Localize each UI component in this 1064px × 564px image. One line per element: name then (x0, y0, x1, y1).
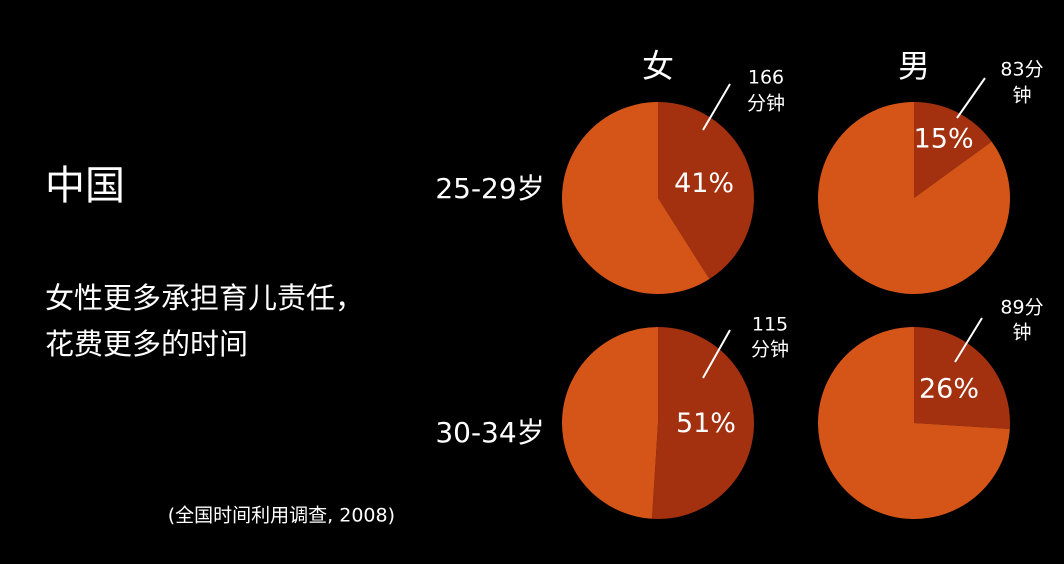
row-label: 25-29岁 (435, 172, 544, 205)
annotation-leader (702, 83, 731, 131)
row-label: 30-34岁 (435, 416, 544, 449)
column-header: 女 (642, 47, 674, 85)
annotation-leader (956, 77, 986, 119)
pie-slice (817, 327, 1010, 519)
value-label: 51% (676, 408, 736, 439)
source-note: (全国时间利用调查, 2008) (168, 505, 395, 527)
pie-slice (818, 102, 1010, 295)
annotation: 89分 (1000, 297, 1043, 319)
pie-slice (561, 327, 658, 519)
annotation: 钟 (1012, 85, 1031, 107)
annotation: 分钟 (751, 339, 789, 361)
value-label: 15% (914, 123, 974, 154)
pie-slice (562, 102, 710, 294)
annotation: 分钟 (747, 93, 785, 115)
slide-title: 中国 (45, 163, 125, 209)
body-text: 花费更多的时间 (45, 327, 248, 361)
annotation: 83分 (1000, 59, 1043, 81)
annotation: 钟 (1012, 322, 1031, 344)
value-label: 26% (919, 374, 979, 405)
pie-slice (914, 327, 1010, 430)
pie-slice (651, 327, 754, 519)
body-text: 女性更多承担育儿责任， (45, 281, 364, 315)
value-label: 41% (674, 168, 734, 199)
pie-slice (914, 102, 992, 198)
annotation-leader (954, 317, 983, 363)
annotation-leader (702, 329, 731, 379)
column-header: 男 (898, 47, 930, 85)
pie-slice (658, 102, 755, 280)
annotation: 166 (748, 67, 784, 89)
annotation: 115 (752, 314, 788, 336)
